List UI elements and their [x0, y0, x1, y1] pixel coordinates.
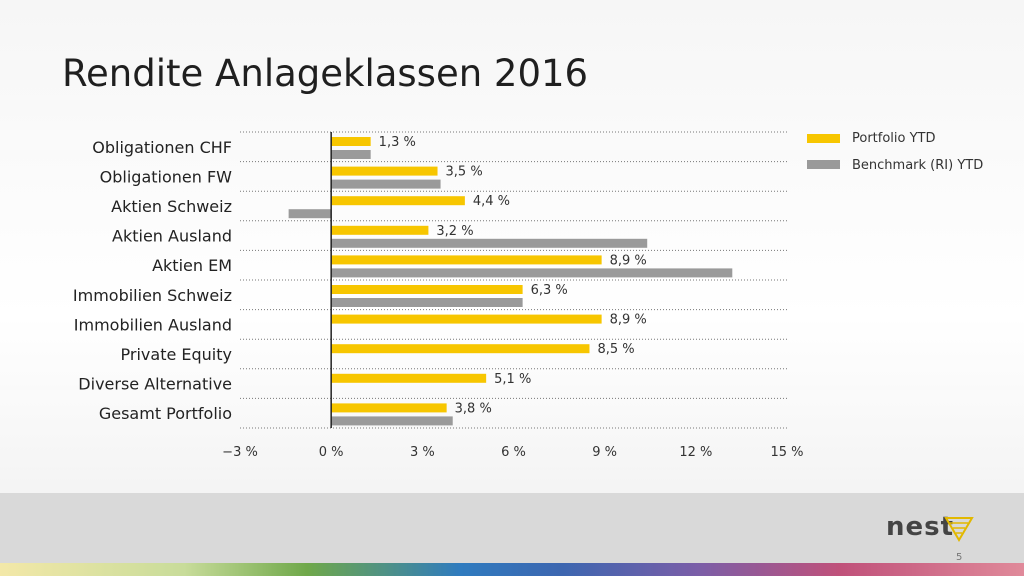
benchmark-bar [331, 238, 648, 248]
legend-label-benchmark: Benchmark (RI) YTD [852, 158, 983, 173]
portfolio-bar [331, 137, 371, 146]
legend-swatch-portfolio [807, 134, 840, 143]
legend-swatch-benchmark [807, 160, 840, 169]
benchmark-bar [331, 298, 523, 307]
x-tick-label: 0 % [319, 445, 344, 460]
benchmark-bar [331, 416, 453, 426]
category-label: Gesamt Portfolio [99, 404, 232, 423]
category-label: Private Equity [121, 345, 232, 364]
x-tick-label: 3 % [410, 445, 435, 460]
portfolio-bar [331, 403, 447, 413]
x-tick-label: −3 % [222, 445, 258, 460]
legend-label-portfolio: Portfolio YTD [852, 131, 936, 146]
data-label: 1,3 % [379, 135, 416, 150]
portfolio-bar [331, 285, 523, 294]
data-label: 3,8 % [455, 401, 492, 416]
benchmark-bar [331, 268, 733, 278]
category-label: Obligationen CHF [92, 138, 232, 157]
portfolio-bar [331, 314, 602, 324]
logo-mark-icon [944, 517, 974, 542]
slide-title: Rendite Anlageklassen 2016 [62, 52, 589, 95]
data-label: 3,2 % [436, 224, 473, 239]
data-label: 8,9 % [610, 313, 647, 328]
benchmark-bar [331, 179, 441, 189]
category-label: Immobilien Schweiz [73, 286, 232, 305]
category-label: Diverse Alternative [78, 375, 232, 394]
x-tick-label: 6 % [501, 445, 526, 460]
portfolio-bar [331, 166, 438, 176]
category-label: Aktien Ausland [112, 227, 232, 246]
footer-band [0, 493, 1024, 563]
portfolio-bar [331, 225, 429, 235]
data-label: 3,5 % [446, 165, 483, 180]
data-label: 6,3 % [531, 283, 568, 298]
footer-color-strip [0, 563, 1024, 576]
data-label: 8,9 % [610, 253, 647, 268]
portfolio-bar [331, 373, 487, 383]
page-number: 5 [956, 552, 963, 563]
category-label: Aktien Schweiz [111, 197, 232, 216]
portfolio-bar [331, 255, 602, 265]
x-tick-label: 12 % [679, 445, 712, 460]
benchmark-bar [288, 209, 332, 219]
category-label: Immobilien Ausland [74, 315, 232, 334]
category-label: Aktien EM [152, 256, 232, 275]
portfolio-bar [331, 344, 590, 354]
portfolio-bar [331, 196, 465, 206]
data-label: 4,4 % [473, 194, 510, 209]
benchmark-bar [331, 150, 371, 159]
data-label: 8,5 % [597, 342, 634, 357]
x-tick-label: 15 % [770, 445, 803, 460]
data-label: 5,1 % [494, 372, 531, 387]
x-tick-label: 9 % [592, 445, 617, 460]
category-label: Obligationen FW [100, 167, 233, 186]
nest-logo: nest [886, 512, 955, 542]
